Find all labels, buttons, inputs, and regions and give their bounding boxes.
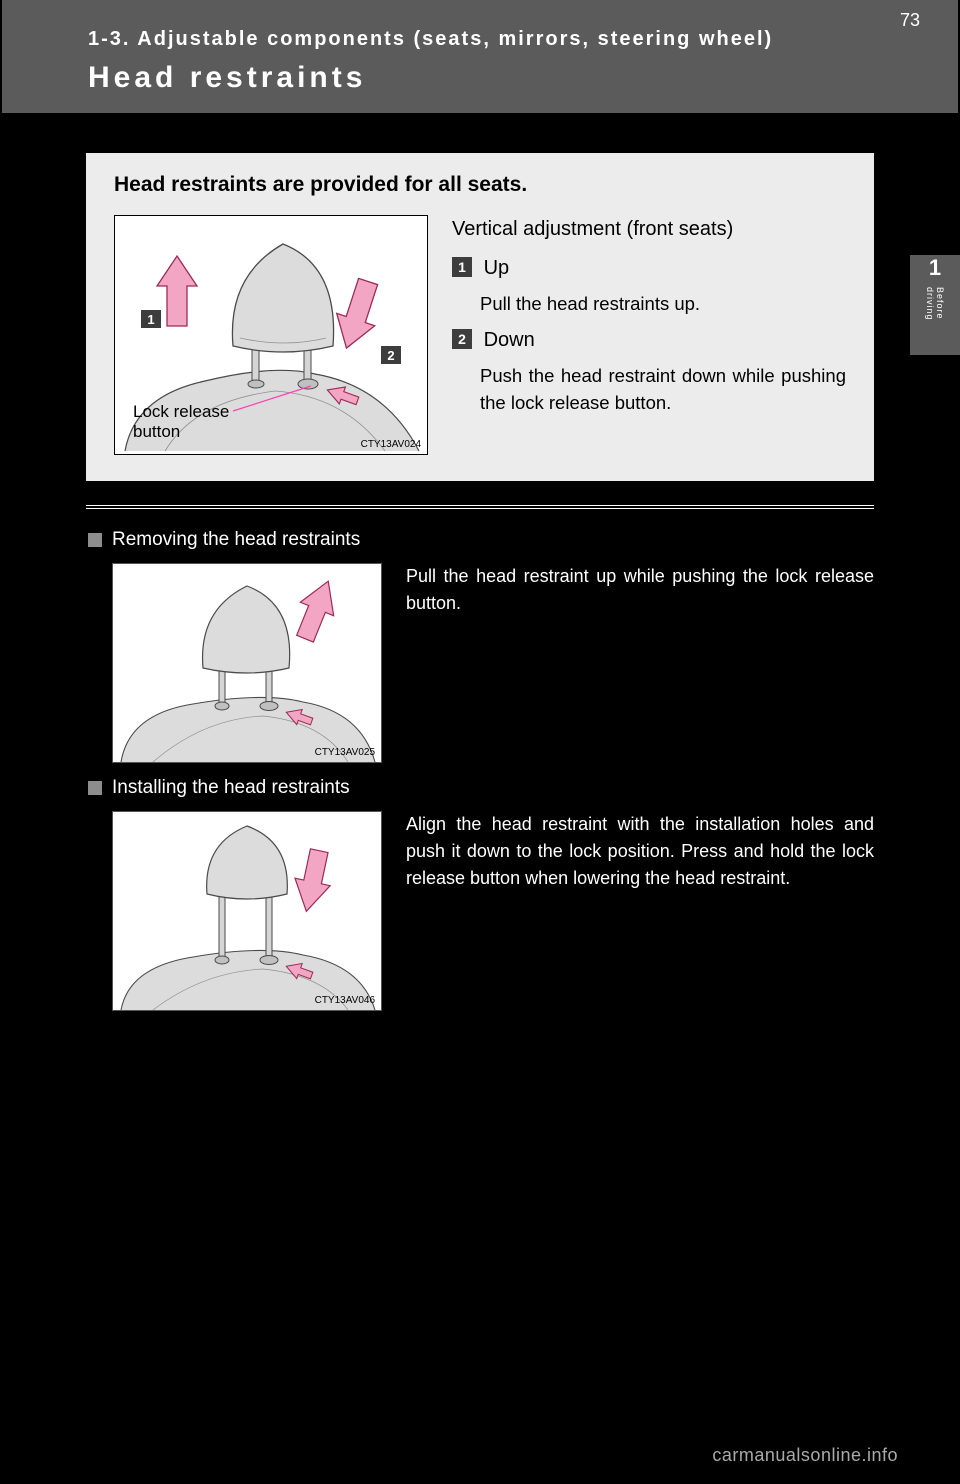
page-number: 73 xyxy=(900,10,920,31)
svg-text:2: 2 xyxy=(387,348,394,363)
diagram-removing: CTY13AV025 xyxy=(112,563,382,763)
step-2-label: Down xyxy=(484,329,535,351)
step-1: 1 Up xyxy=(452,254,846,283)
subsection-removing: Removing the head restraints xyxy=(86,529,874,763)
sub-title-text: Removing the head restraints xyxy=(112,529,360,551)
side-tab-label: Before driving xyxy=(925,287,945,355)
page-content: Head restraints are provided for all sea… xyxy=(0,113,960,1011)
step-num-icon: 1 xyxy=(452,257,472,277)
sub-title: Removing the head restraints xyxy=(88,529,874,551)
diagram-main: 1 2 Lock release button CTY13AV024 xyxy=(114,215,428,455)
square-bullet-icon xyxy=(88,781,102,795)
diagram-code: CTY13AV025 xyxy=(315,747,375,758)
subsection-installing: Installing the head restraints xyxy=(86,777,874,1011)
info-column: Vertical adjustment (front seats) 1 Up P… xyxy=(452,215,846,455)
sub-text: Align the head restraint with the instal… xyxy=(406,811,874,1011)
section-title: Head restraints xyxy=(88,61,958,95)
side-tab-number: 1 xyxy=(929,255,941,281)
step-1-desc: Pull the head restraints up. xyxy=(480,291,846,318)
intro-title: Head restraints are provided for all sea… xyxy=(114,173,846,197)
info-heading: Vertical adjustment (front seats) xyxy=(452,215,846,244)
step-num-icon: 2 xyxy=(452,329,472,349)
sub-text: Pull the head restraint up while pushing… xyxy=(406,563,874,763)
section-number: 1-3. Adjustable components (seats, mirro… xyxy=(88,28,958,51)
diagram-code: CTY13AV024 xyxy=(361,439,421,450)
page-header: 1-3. Adjustable components (seats, mirro… xyxy=(2,0,958,113)
diagram-code: CTY13AV046 xyxy=(315,995,375,1006)
sub-title: Installing the head restraints xyxy=(88,777,874,799)
installing-diagram-svg xyxy=(113,812,382,1011)
sub-title-text: Installing the head restraints xyxy=(112,777,350,799)
step-1-label: Up xyxy=(484,257,510,279)
square-bullet-icon xyxy=(88,533,102,547)
intro-box: Head restraints are provided for all sea… xyxy=(86,153,874,481)
svg-text:1: 1 xyxy=(147,312,154,327)
removing-diagram-svg xyxy=(113,564,382,763)
lock-release-label: Lock release button xyxy=(133,402,229,443)
step-2-desc: Push the head restraint down while pushi… xyxy=(480,363,846,417)
divider xyxy=(86,505,874,509)
diagram-installing: CTY13AV046 xyxy=(112,811,382,1011)
side-tab: 1 Before driving xyxy=(910,255,960,355)
footer-watermark: carmanualsonline.info xyxy=(712,1445,898,1466)
step-2: 2 Down xyxy=(452,326,846,355)
